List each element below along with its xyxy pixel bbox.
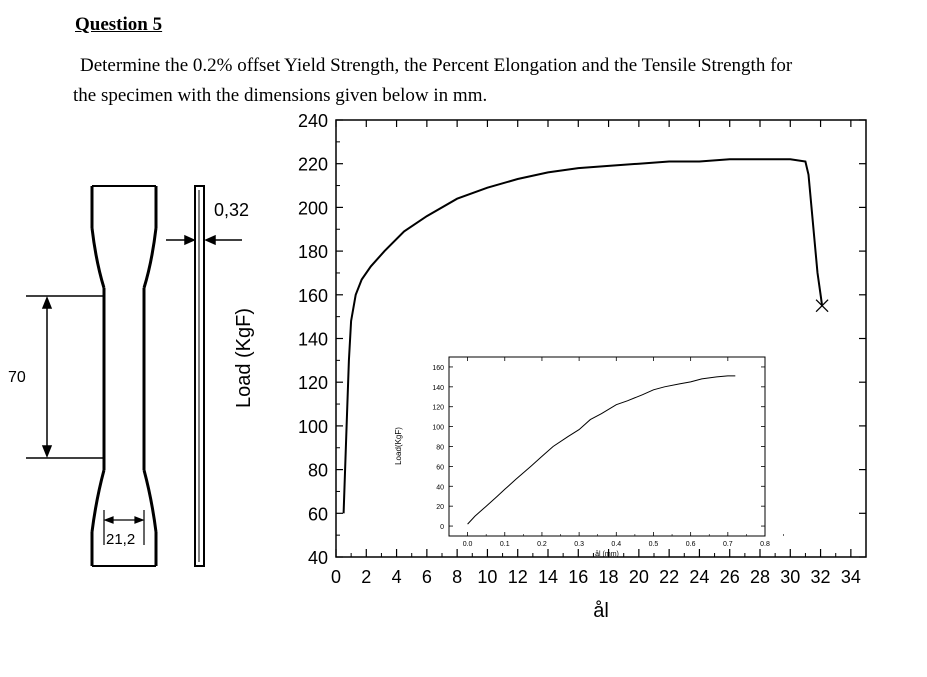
width-dimension <box>103 510 145 545</box>
inset-y-axis-label: Load(KgF) <box>394 427 403 465</box>
inset-x-tick-label: 0.3 <box>574 541 584 548</box>
inset-x-tick-label: 0.6 <box>686 541 696 548</box>
inset-x-tick-label: 0.8 <box>760 541 770 548</box>
inset-y-tick-label: 120 <box>432 405 444 412</box>
inset-elastic-curve <box>467 375 736 525</box>
main-y-tick-label: 140 <box>298 330 328 350</box>
question-title: Question 5 <box>75 14 163 35</box>
inset-y-tick-label: 40 <box>436 484 444 491</box>
specimen-drawing <box>90 185 158 567</box>
inset-y-tick-label: 140 <box>432 385 444 392</box>
main-x-tick-label: 4 <box>392 567 402 587</box>
main-y-axis-label: Load (KgF) <box>233 308 255 408</box>
main-y-tick-label: 100 <box>298 417 328 437</box>
inset-x-axis: 0.0 0.1 0.2 0.3 0.4 0.5 0.6 0.7 0.8 <box>463 357 784 548</box>
main-y-tick-label: 160 <box>298 286 328 306</box>
main-x-tick-label: 10 <box>477 567 497 587</box>
inset-chart: 0 20 40 60 80 100 120 140 160 0.0 0.1 0.2 0.3 0.4 0.5… <box>394 356 784 558</box>
main-x-tick-label: 26 <box>720 567 740 587</box>
main-y-tick-label: 240 <box>298 111 328 131</box>
length-label: 70 <box>8 369 26 386</box>
inset-y-tick-label: 80 <box>436 445 444 452</box>
inset-y-tick-label: 60 <box>436 464 444 471</box>
main-y-tick-label: 220 <box>298 155 328 175</box>
width-label: 21,2 <box>106 531 135 548</box>
main-x-tick-label: 18 <box>599 567 619 587</box>
main-x-tick-label: 20 <box>629 567 649 587</box>
question-text-line-1: Determine the 0.2% offset Yield Strength… <box>80 55 793 76</box>
main-x-tick-label: 16 <box>568 567 588 587</box>
main-x-axis: 0 2 4 6 8 10 12 14 16 18 20 22 24 26 28 30 32 34 <box>331 120 867 587</box>
inset-y-tick-label: 100 <box>432 425 444 432</box>
question-text-line-2: the specimen with the dimensions given b… <box>73 85 488 106</box>
inset-y-axis: 0 20 40 60 80 100 120 140 160 <box>432 365 765 531</box>
main-y-tick-label: 180 <box>298 242 328 262</box>
length-dimension <box>26 295 104 459</box>
inset-y-tick-label: 0 <box>440 524 444 531</box>
main-x-axis-label: ål <box>593 600 609 622</box>
inset-y-tick-label: 20 <box>436 504 444 511</box>
main-y-tick-label: 80 <box>308 461 328 481</box>
inset-x-tick-label: 0.1 <box>500 541 510 548</box>
main-x-tick-label: 14 <box>538 567 558 587</box>
inset-y-tick-label: 160 <box>432 365 444 372</box>
main-y-tick-label: 200 <box>298 198 328 218</box>
inset-x-tick-label: 0.0 <box>463 541 473 548</box>
main-x-tick-label: 8 <box>452 567 462 587</box>
specimen-side-view <box>194 185 205 567</box>
main-x-tick-label: 34 <box>841 567 861 587</box>
inset-x-tick-label: 0.5 <box>649 541 659 548</box>
inset-x-tick-label: 0.4 <box>611 541 621 548</box>
main-x-tick-label: 32 <box>811 567 831 587</box>
inset-plot-frame <box>448 356 766 537</box>
load-elongation-curve <box>342 158 824 514</box>
main-y-tick-label: 120 <box>298 373 328 393</box>
inset-x-axis-label: ål (mm) <box>595 550 619 558</box>
main-x-tick-label: 28 <box>750 567 770 587</box>
inset-x-tick-label: 0.2 <box>537 541 547 548</box>
main-y-tick-label: 60 <box>308 504 328 524</box>
main-x-tick-label: 0 <box>331 567 341 587</box>
main-x-tick-label: 22 <box>659 567 679 587</box>
thickness-label: 0,32 <box>214 200 249 220</box>
main-x-tick-label: 12 <box>508 567 528 587</box>
fracture-marker <box>815 299 829 313</box>
main-y-tick-label: 40 <box>308 548 328 568</box>
question-text: Determine the 0.2% offset Yield Strength… <box>73 51 873 111</box>
thickness-dimension <box>166 234 242 246</box>
inset-x-tick-label: 0.7 <box>723 541 733 548</box>
main-x-tick-label: 30 <box>780 567 800 587</box>
main-x-tick-label: 2 <box>361 567 371 587</box>
main-x-tick-label: 6 <box>422 567 432 587</box>
main-x-tick-label: 24 <box>689 567 709 587</box>
